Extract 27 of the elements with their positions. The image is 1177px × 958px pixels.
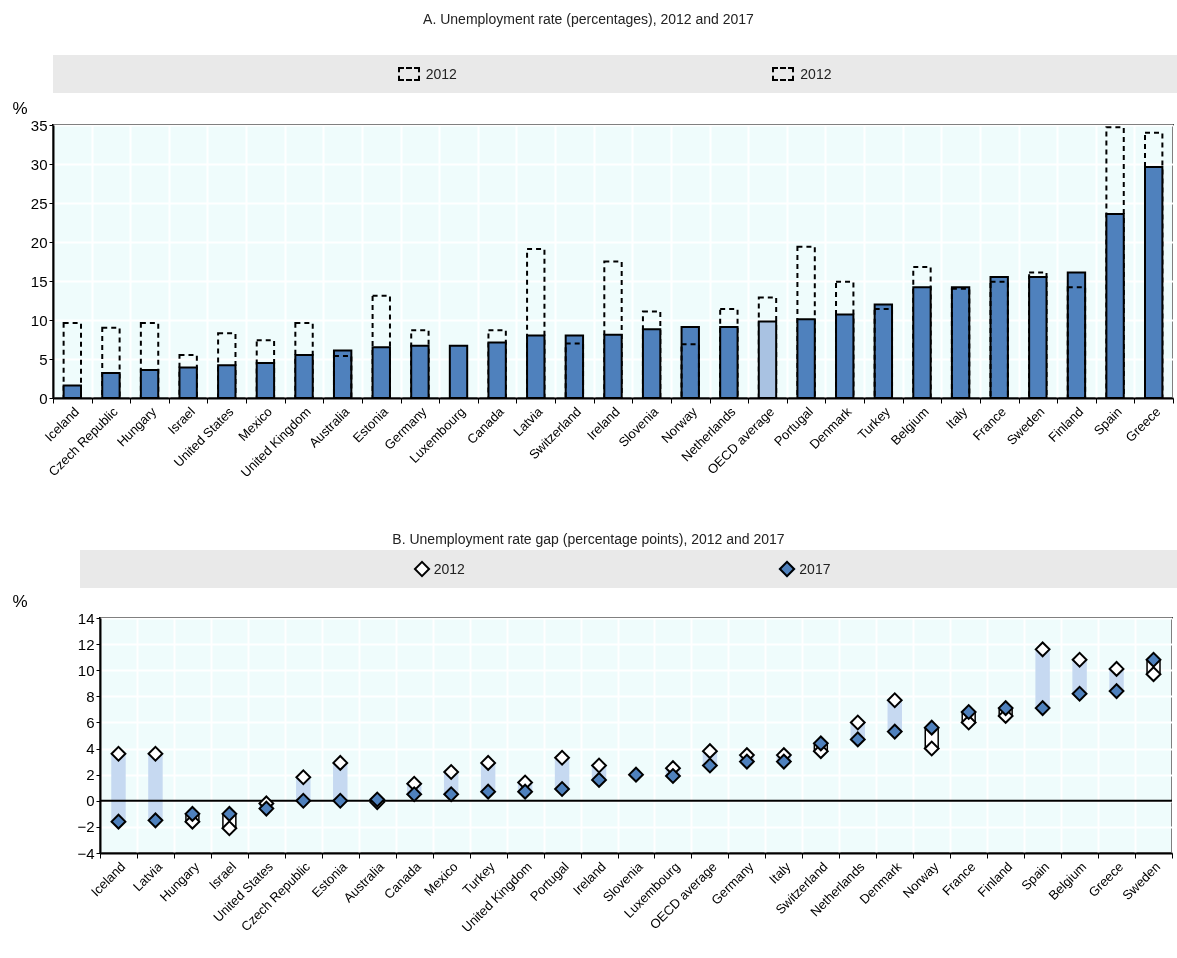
y-tick-label: 14 [77, 609, 95, 627]
y-tick-label: 10 [77, 661, 95, 679]
chart-title: B. Unemployment rate gap (percentage points), 2012 and 2017 [391, 530, 786, 549]
chart-title: A. Unemployment rate (percentages), 2012 and 2017 [422, 10, 755, 29]
y-tick-label: 6 [86, 713, 95, 731]
y-axis-title: % [12, 98, 28, 118]
y-tick-label: 35 [30, 116, 48, 134]
y-tick-label: 2 [86, 766, 95, 784]
legend-label: 2012 [425, 66, 457, 82]
x-tick-label: Italy [942, 403, 971, 432]
legend-label: 2012 [800, 66, 832, 82]
y-tick-label: −4 [77, 844, 95, 862]
y-tick-label: 4 [86, 740, 95, 758]
y-tick-label: 25 [30, 194, 48, 212]
legend-label: 2017 [799, 561, 831, 577]
y-tick-label: 12 [77, 635, 95, 653]
legend-label: 2012 [433, 561, 465, 577]
y-tick-label: 20 [30, 233, 48, 251]
y-axis-title: % [12, 591, 28, 611]
y-tick-label: 15 [30, 272, 48, 290]
y-tick-label: 10 [30, 311, 48, 329]
y-tick-label: 0 [86, 792, 95, 810]
y-tick-label: 0 [39, 389, 48, 407]
y-tick-label: 5 [39, 350, 48, 368]
y-tick-label: −2 [77, 818, 95, 836]
y-tick-label: 30 [30, 155, 48, 173]
y-tick-label: 8 [86, 687, 95, 705]
